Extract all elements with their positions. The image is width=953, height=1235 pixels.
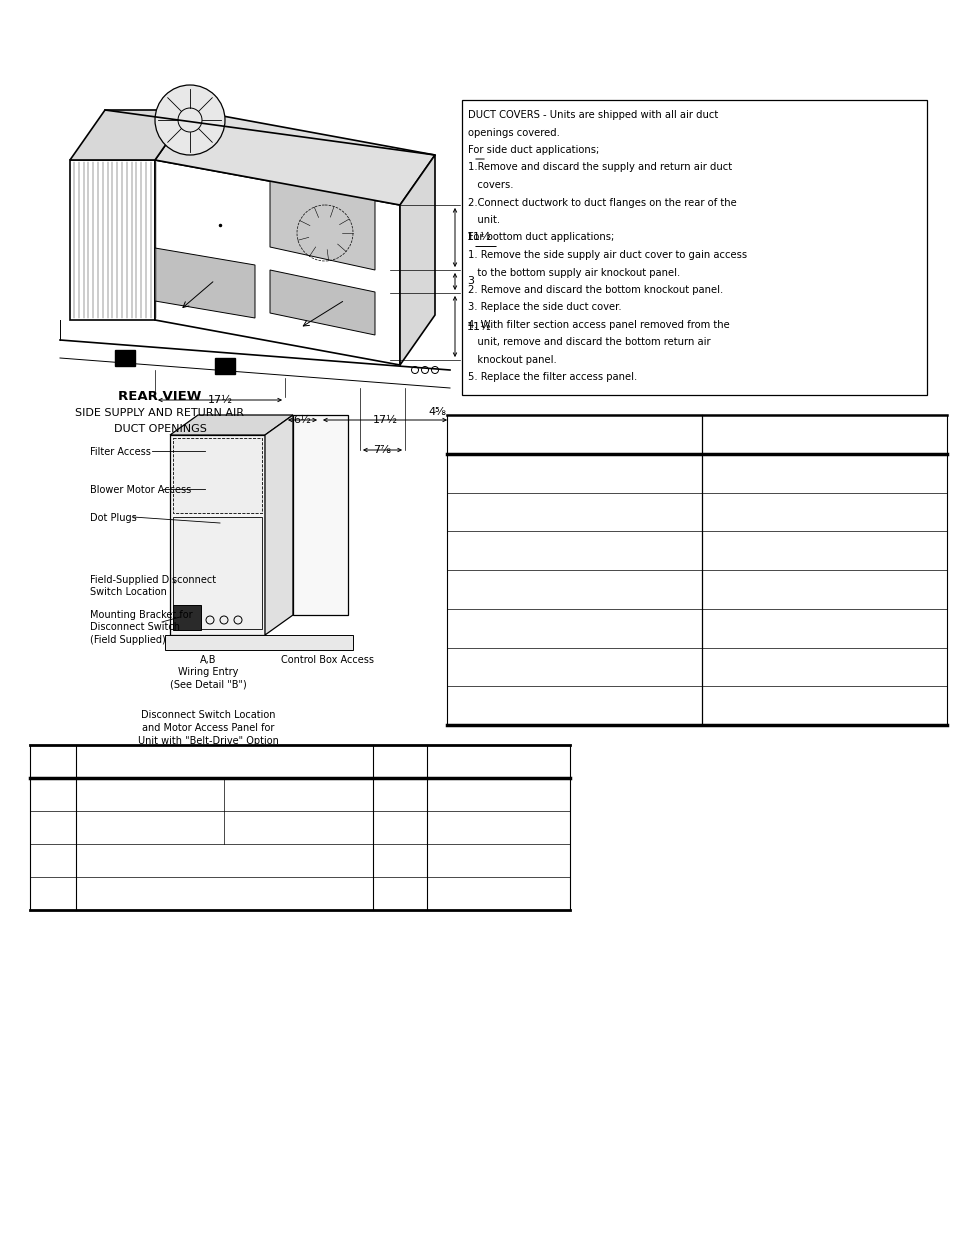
- Text: 17½: 17½: [372, 415, 397, 425]
- Text: SIDE SUPPLY AND RETURN AIR: SIDE SUPPLY AND RETURN AIR: [75, 408, 244, 417]
- Polygon shape: [154, 110, 435, 205]
- Text: 3. Replace the side duct cover.: 3. Replace the side duct cover.: [468, 303, 621, 312]
- Text: unit.: unit.: [468, 215, 499, 225]
- Text: DUCT COVERS - Units are shipped with all air duct: DUCT COVERS - Units are shipped with all…: [468, 110, 718, 120]
- Text: Field-Supplied Disconnect
Switch Location: Field-Supplied Disconnect Switch Locatio…: [90, 576, 216, 598]
- Text: 17½: 17½: [208, 395, 233, 405]
- Text: Mounting Bracket for
Disconnect Switch
(Field Supplied): Mounting Bracket for Disconnect Switch (…: [90, 610, 193, 645]
- Text: Disconnect Switch Location
and Motor Access Panel for
Unit with "Belt-Drive" Opt: Disconnect Switch Location and Motor Acc…: [137, 710, 278, 746]
- Text: 4. With filter section access panel removed from the: 4. With filter section access panel remo…: [468, 320, 729, 330]
- Text: 5. Replace the filter access panel.: 5. Replace the filter access panel.: [468, 373, 637, 383]
- Polygon shape: [170, 415, 293, 435]
- Text: 2.Connect ductwork to duct flanges on the rear of the: 2.Connect ductwork to duct flanges on th…: [468, 198, 736, 207]
- Text: 6½: 6½: [294, 415, 311, 425]
- Text: 3: 3: [467, 277, 474, 287]
- Polygon shape: [265, 415, 293, 635]
- Text: Control Box Access: Control Box Access: [281, 655, 375, 664]
- Bar: [172, 517, 262, 629]
- Polygon shape: [293, 415, 348, 615]
- Polygon shape: [270, 270, 375, 335]
- Text: 1.Remove and discard the supply and return air duct: 1.Remove and discard the supply and retu…: [468, 163, 731, 173]
- Text: Filter Access: Filter Access: [90, 447, 151, 457]
- Text: unit, remove and discard the bottom return air: unit, remove and discard the bottom retu…: [468, 337, 710, 347]
- Text: 7⅞: 7⅞: [374, 445, 391, 454]
- Polygon shape: [154, 161, 399, 366]
- Text: 11½: 11½: [467, 232, 492, 242]
- Circle shape: [154, 85, 225, 156]
- Text: A,B
Wiring Entry
(See Detail "B"): A,B Wiring Entry (See Detail "B"): [170, 655, 246, 690]
- Polygon shape: [399, 156, 435, 366]
- Bar: [214, 358, 234, 374]
- Bar: [172, 438, 262, 513]
- Text: to the bottom supply air knockout panel.: to the bottom supply air knockout panel.: [468, 268, 679, 278]
- Polygon shape: [154, 248, 254, 317]
- Text: 11½: 11½: [467, 321, 492, 331]
- Polygon shape: [170, 435, 265, 635]
- Polygon shape: [165, 635, 353, 650]
- Bar: [115, 350, 135, 366]
- Text: DUCT OPENINGS: DUCT OPENINGS: [113, 424, 206, 433]
- Text: Blower Motor Access: Blower Motor Access: [90, 485, 191, 495]
- Text: 2. Remove and discard the bottom knockout panel.: 2. Remove and discard the bottom knockou…: [468, 285, 722, 295]
- Text: 1. Remove the side supply air duct cover to gain access: 1. Remove the side supply air duct cover…: [468, 249, 746, 261]
- Text: covers.: covers.: [468, 180, 513, 190]
- Text: 4⅝: 4⅝: [428, 408, 445, 417]
- Bar: [461, 100, 926, 395]
- Text: For side duct applications;: For side duct applications;: [468, 144, 598, 156]
- Polygon shape: [270, 175, 375, 270]
- Text: For bottom duct applications;: For bottom duct applications;: [468, 232, 614, 242]
- Text: REAR VIEW: REAR VIEW: [118, 390, 201, 403]
- Bar: [172, 605, 201, 630]
- Text: Dot Plugs: Dot Plugs: [90, 513, 136, 522]
- Text: openings covered.: openings covered.: [468, 127, 559, 137]
- Text: knockout panel.: knockout panel.: [468, 354, 557, 366]
- Polygon shape: [70, 110, 190, 161]
